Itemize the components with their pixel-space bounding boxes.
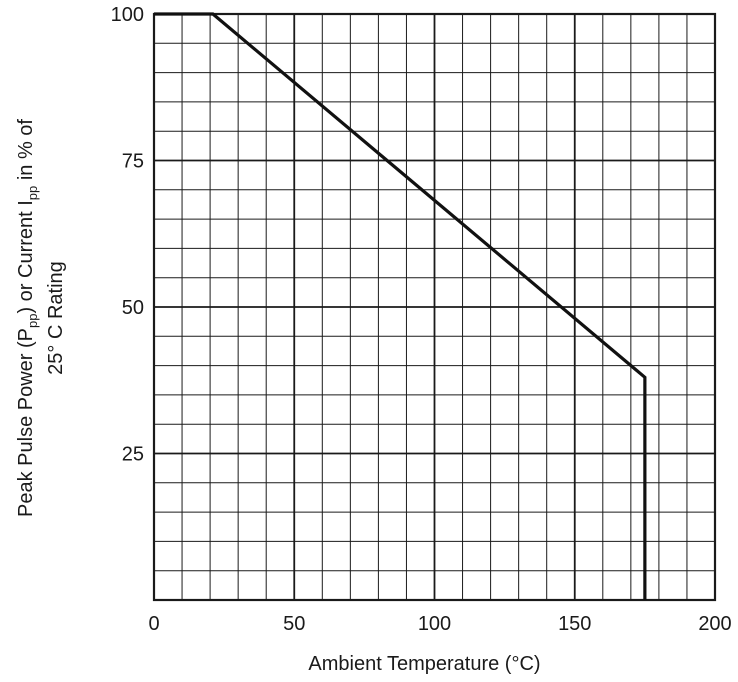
x-tick-label: 50	[283, 613, 305, 635]
y-tick-label: 75	[122, 151, 144, 173]
x-tick-label: 0	[148, 613, 159, 635]
series-group	[154, 12, 647, 600]
x-tick-label: 200	[698, 613, 731, 635]
plot-frame	[152, 12, 717, 602]
series-line-1	[154, 12, 647, 600]
y-axis-label-line2: 25° C Rating	[45, 261, 67, 375]
x-tick-label: 150	[558, 613, 591, 635]
y-tick-label: 25	[122, 444, 144, 466]
y-axis-label-mid: ) or Current I	[15, 200, 37, 313]
y-tick-labels: 25 50 75 100	[111, 4, 144, 466]
grid-lines	[154, 14, 715, 600]
x-tick-label: 100	[418, 613, 451, 635]
y-axis-label-prefix: Peak Pulse Power (P	[15, 328, 37, 517]
y-tick-label: 50	[122, 297, 144, 319]
y-axis-label-subscript-1: pp	[25, 314, 40, 328]
x-axis-label: Ambient Temperature (°C)	[308, 653, 540, 675]
y-tick-label: 100	[111, 4, 144, 26]
x-tick-labels: 0 50 100 150 200	[148, 613, 731, 635]
y-axis-label: Peak Pulse Power (Ppp) or Current Ipp in…	[15, 119, 67, 517]
y-axis-label-suffix: in % of	[15, 119, 37, 186]
y-axis-label-line1: Peak Pulse Power (Ppp) or Current Ipp in…	[15, 119, 40, 517]
y-axis-label-subscript-2: pp	[25, 186, 40, 200]
